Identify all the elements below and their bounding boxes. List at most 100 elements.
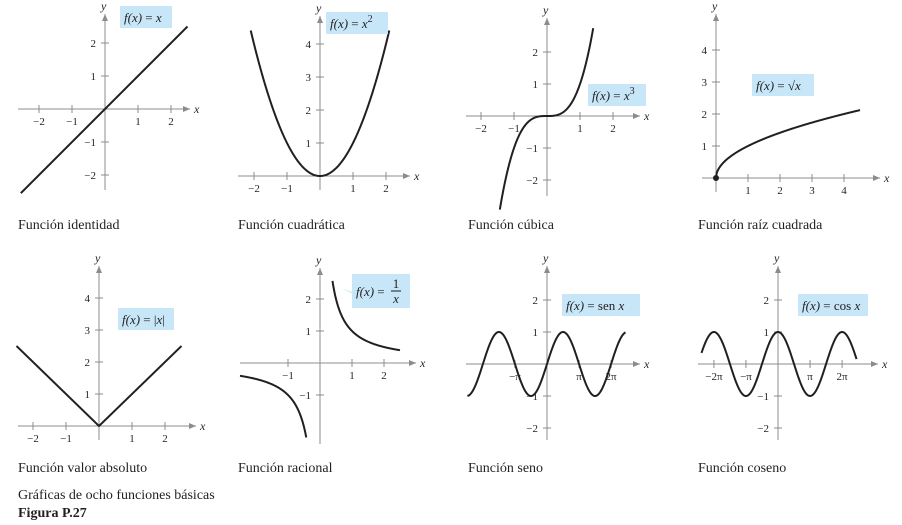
curve-identidad xyxy=(20,25,189,194)
y-tick-label: 4 xyxy=(85,293,91,305)
y-tick-label: 4 xyxy=(702,45,708,57)
curve-cuadratica xyxy=(249,30,391,178)
x-tick-label: 2 xyxy=(381,370,387,382)
x-tick-label: 1 xyxy=(349,370,355,382)
y-axis-arrow xyxy=(775,266,781,273)
x-axis-arrow xyxy=(871,361,878,367)
y-tick-label: −1 xyxy=(526,391,538,403)
x-tick-label: π xyxy=(576,371,582,383)
x-axis-arrow xyxy=(183,106,190,112)
function-label: f(x) = x2 xyxy=(330,14,373,31)
y-tick-label: 2 xyxy=(85,357,91,369)
x-tick-label: −2π xyxy=(705,371,723,383)
function-label: f(x) = √x xyxy=(756,78,801,93)
function-label: f(x) = x3 xyxy=(592,86,635,103)
function-label: f(x) = sen x xyxy=(566,298,624,313)
curve-racional xyxy=(331,280,401,352)
x-axis-arrow xyxy=(633,361,640,367)
label-box xyxy=(326,12,388,34)
x-tick-label: π xyxy=(807,371,813,383)
x-axis-arrow xyxy=(633,113,640,119)
x-tick-label: 2 xyxy=(383,183,389,195)
label-exponent: 2 xyxy=(368,14,373,25)
y-axis-arrow xyxy=(544,266,550,273)
x-tick-label: −2 xyxy=(27,433,39,445)
curve-seno xyxy=(467,330,627,398)
y-tick-label: 1 xyxy=(764,327,770,339)
curve-raiz xyxy=(715,109,861,179)
y-axis-name: y xyxy=(315,1,322,15)
y-tick-label: 1 xyxy=(85,389,91,401)
x-tick-label: 2π xyxy=(606,371,618,383)
figure-title: Gráficas de ocho funciones básicas xyxy=(18,488,215,503)
y-tick-label: −2 xyxy=(84,170,96,182)
caption-absoluto: Función valor absoluto xyxy=(18,461,147,476)
fraction-numerator: 1 xyxy=(393,276,400,291)
endpoint-dot xyxy=(713,175,719,181)
curve-coseno xyxy=(700,330,858,398)
y-tick-label: 1 xyxy=(533,79,539,91)
y-tick-label: −1 xyxy=(299,390,311,402)
label-box xyxy=(118,308,174,330)
y-tick-label: −2 xyxy=(526,175,538,187)
y-axis-name: y xyxy=(711,0,718,13)
y-axis-arrow xyxy=(96,266,102,273)
x-tick-label: 2 xyxy=(777,185,783,197)
x-tick-label: −1 xyxy=(282,370,294,382)
y-tick-label: 3 xyxy=(85,325,91,337)
y-axis-name: y xyxy=(542,251,549,265)
y-tick-label: 1 xyxy=(306,138,312,150)
y-tick-label: 2 xyxy=(764,295,770,307)
label-box xyxy=(588,84,646,106)
x-tick-label: 2π xyxy=(837,371,849,383)
x-axis-name: x xyxy=(643,357,650,371)
label-exponent: 3 xyxy=(630,86,635,97)
y-tick-label: 1 xyxy=(91,71,97,83)
function-label: f(x) = cos x xyxy=(802,298,860,313)
x-tick-label: −1 xyxy=(281,183,293,195)
x-axis-name: x xyxy=(199,419,206,433)
y-tick-label: 2 xyxy=(533,47,539,59)
x-tick-label: 2 xyxy=(162,433,168,445)
x-axis-arrow xyxy=(403,173,410,179)
fraction-denominator: x xyxy=(392,291,399,306)
function-label: f(x) = x xyxy=(124,10,162,25)
x-axis-name: x xyxy=(419,356,426,370)
x-tick-label: −2 xyxy=(33,116,45,128)
y-tick-label: 2 xyxy=(91,38,97,50)
caption-identidad: Función identidad xyxy=(18,218,120,233)
y-tick-label: −1 xyxy=(757,391,769,403)
x-tick-label: 1 xyxy=(577,123,583,135)
function-label: f(x) = |x| xyxy=(122,312,165,327)
y-axis-name: y xyxy=(100,0,107,13)
curve-cubica xyxy=(498,28,595,210)
x-axis-arrow xyxy=(873,175,880,181)
y-tick-label: 2 xyxy=(306,294,312,306)
x-tick-label: 1 xyxy=(135,116,141,128)
label-box xyxy=(798,294,868,316)
x-axis-name: x xyxy=(643,109,650,123)
graph-raiz: x y 1 2 3 4 4 3 2 1 f(x) = √x Función raíz cuadrada xyxy=(698,0,890,233)
y-tick-label: −1 xyxy=(526,143,538,155)
graph-absoluto: x y −2 −1 1 2 4 3 2 1 f(x) = |x| Función valor abso… xyxy=(15,251,206,476)
graph-cuadratica: x y −2 −1 1 2 4 3 2 1 f(x) = x2 Función cuadrática xyxy=(238,1,420,233)
label-box xyxy=(562,294,640,316)
y-tick-label: 1 xyxy=(306,326,312,338)
y-tick-label: 4 xyxy=(306,39,312,51)
y-axis-arrow xyxy=(317,268,323,275)
x-tick-label: −π xyxy=(740,371,752,383)
graph-identidad: x y −2 −1 1 2 2 1 −1 −2 f(x) = x Función identidad xyxy=(18,0,200,233)
y-tick-label: 2 xyxy=(702,109,708,121)
x-tick-label: 4 xyxy=(841,185,847,197)
y-axis-arrow xyxy=(713,14,719,21)
caption-seno: Función seno xyxy=(468,461,543,476)
x-axis-name: x xyxy=(881,357,888,371)
y-axis-name: y xyxy=(315,253,322,267)
curve-racional xyxy=(239,374,308,438)
x-tick-label: −2 xyxy=(248,183,260,195)
x-axis-arrow xyxy=(189,423,196,429)
x-axis-arrow xyxy=(409,360,416,366)
x-tick-label: 1 xyxy=(350,183,356,195)
